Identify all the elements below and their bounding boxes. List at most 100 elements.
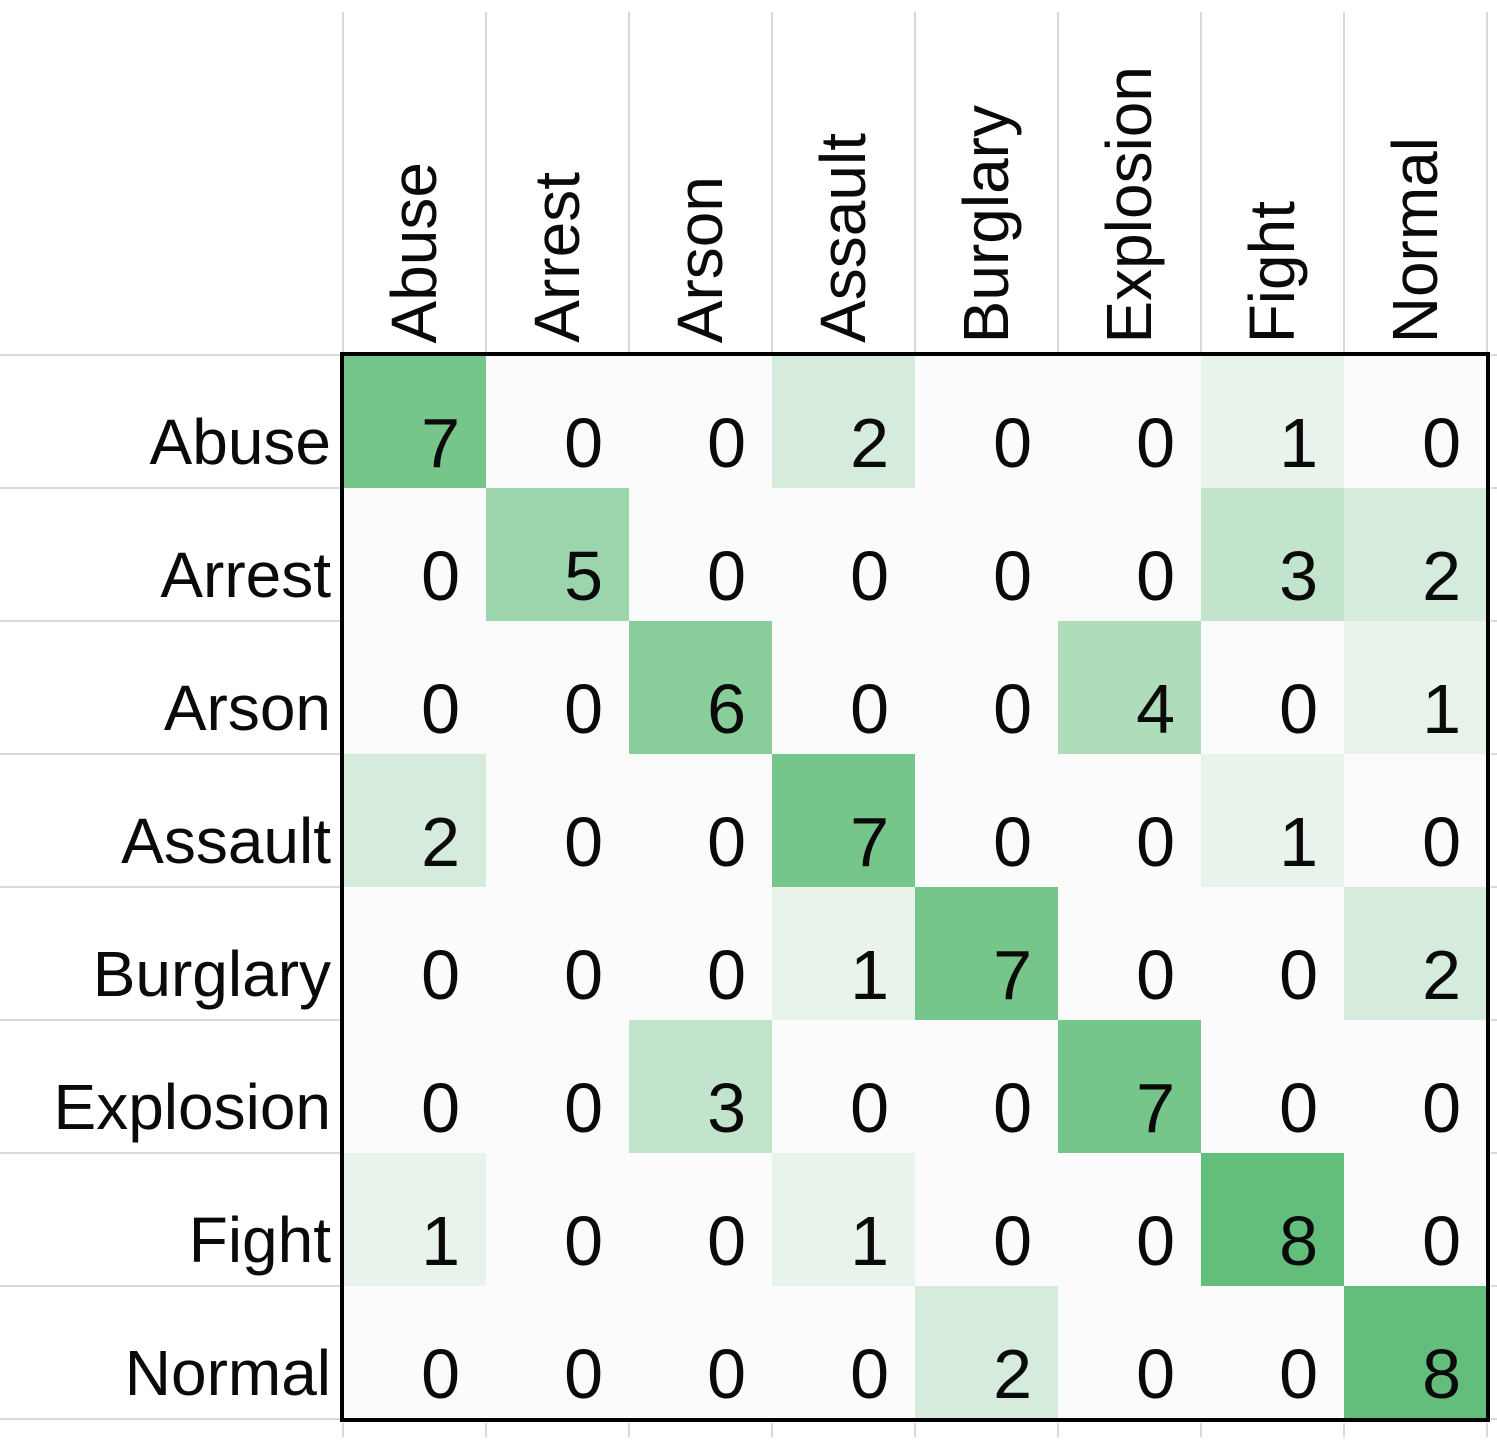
- matrix-cell: 7: [772, 754, 915, 887]
- matrix-cell: 1: [1201, 754, 1344, 887]
- matrix-cell: 7: [343, 355, 486, 488]
- col-label-text: Abuse: [377, 161, 450, 343]
- row-label-arson: Arson: [163, 672, 331, 744]
- gridline-right-stub: [1491, 1019, 1497, 1021]
- matrix-cell: 8: [1201, 1153, 1344, 1286]
- col-label-normal: Normal: [1344, 0, 1487, 355]
- matrix-cell: 7: [915, 887, 1058, 1020]
- matrix-cell: 5: [486, 488, 629, 621]
- gridline-header-vertical: [485, 12, 487, 353]
- matrix-cell: 0: [772, 1286, 915, 1419]
- gridline-bottom-stub: [485, 1423, 487, 1437]
- gridline-right-stub: [1491, 1285, 1497, 1287]
- row-label-abuse: Abuse: [149, 406, 331, 478]
- matrix-cell: 0: [629, 754, 772, 887]
- matrix-cell: 0: [772, 621, 915, 754]
- matrix-cell: 0: [915, 1153, 1058, 1286]
- gridline-bottom-stub: [914, 1423, 916, 1437]
- matrix-cell: 3: [629, 1020, 772, 1153]
- matrix-cell: 0: [772, 1020, 915, 1153]
- matrix-cell: 0: [486, 1020, 629, 1153]
- matrix-cell: 0: [1058, 1286, 1201, 1419]
- matrix-cell: 0: [772, 488, 915, 621]
- matrix-cell: 0: [486, 754, 629, 887]
- row-label-normal: Normal: [124, 1337, 331, 1409]
- gridline-header-vertical: [1057, 12, 1059, 353]
- gridline-right-stub: [1491, 620, 1497, 622]
- matrix-cell: 1: [772, 1153, 915, 1286]
- gridline-header-vertical: [342, 12, 344, 353]
- row-label-burglary: Burglary: [92, 938, 331, 1010]
- matrix-cell: 0: [486, 1286, 629, 1419]
- gridline-header-vertical: [771, 12, 773, 353]
- gridline-label-horizontal: [0, 753, 341, 755]
- matrix-cell: 0: [1344, 1020, 1487, 1153]
- matrix-cell: 0: [343, 1286, 486, 1419]
- row-label-fight: Fight: [188, 1204, 331, 1276]
- matrix-cell: 0: [343, 488, 486, 621]
- col-label-arrest: Arrest: [486, 0, 629, 355]
- matrix-cell: 0: [486, 1153, 629, 1286]
- col-label-abuse: Abuse: [343, 0, 486, 355]
- col-label-text: Arrest: [520, 172, 593, 343]
- matrix-cell: 1: [343, 1153, 486, 1286]
- gridline-bottom-stub: [1343, 1423, 1345, 1437]
- gridline-header-vertical: [1200, 12, 1202, 353]
- matrix-cell: 0: [629, 355, 772, 488]
- gridline-header-vertical: [1486, 12, 1488, 353]
- col-label-burglary: Burglary: [915, 0, 1058, 355]
- matrix-cell: 6: [629, 621, 772, 754]
- matrix-cell: 0: [486, 355, 629, 488]
- gridline-bottom-stub: [1200, 1423, 1202, 1437]
- gridline-right-stub: [1491, 354, 1497, 356]
- matrix-cell: 1: [1344, 621, 1487, 754]
- gridline-bottom-stub: [628, 1423, 630, 1437]
- matrix-cell: 1: [1201, 355, 1344, 488]
- matrix-cell: 0: [629, 1286, 772, 1419]
- matrix-cell: 7: [1058, 1020, 1201, 1153]
- gridline-label-horizontal: [0, 1418, 341, 1420]
- matrix-cell: 0: [486, 621, 629, 754]
- gridline-right-stub: [1491, 753, 1497, 755]
- gridline-label-horizontal: [0, 487, 341, 489]
- matrix-cell: 0: [915, 488, 1058, 621]
- matrix-cell: 0: [1201, 1286, 1344, 1419]
- gridline-label-horizontal: [0, 1019, 341, 1021]
- col-label-fight: Fight: [1201, 0, 1344, 355]
- gridline-label-horizontal: [0, 1285, 341, 1287]
- matrix-cell: 0: [1058, 887, 1201, 1020]
- row-label-explosion: Explosion: [53, 1071, 332, 1143]
- gridline-right-stub: [1491, 1418, 1497, 1420]
- matrix-cell: 1: [772, 887, 915, 1020]
- gridline-header-vertical: [914, 12, 916, 353]
- gridline-header-vertical: [628, 12, 630, 353]
- matrix-cell: 2: [915, 1286, 1058, 1419]
- matrix-cell: 0: [486, 887, 629, 1020]
- row-label-arrest: Arrest: [160, 539, 331, 611]
- matrix-cell: 0: [343, 621, 486, 754]
- gridline-label-horizontal: [0, 886, 341, 888]
- matrix-cell: 0: [915, 754, 1058, 887]
- matrix-cell: 0: [629, 887, 772, 1020]
- matrix-cell: 0: [1201, 887, 1344, 1020]
- matrix-cell: 0: [1058, 754, 1201, 887]
- matrix-cell: 0: [1344, 1153, 1487, 1286]
- col-label-text: Burglary: [949, 104, 1022, 343]
- matrix-cell: 0: [1058, 488, 1201, 621]
- matrix-cell: 0: [629, 1153, 772, 1286]
- gridline-right-stub: [1491, 487, 1497, 489]
- gridline-bottom-stub: [342, 1423, 344, 1437]
- gridline-bottom-stub: [771, 1423, 773, 1437]
- col-label-text: Fight: [1235, 200, 1308, 343]
- gridline-bottom-stub: [1486, 1423, 1488, 1437]
- matrix-cell: 0: [343, 1020, 486, 1153]
- matrix-cell: 0: [1344, 355, 1487, 488]
- matrix-cell: 0: [343, 887, 486, 1020]
- matrix-cell: 0: [1201, 1020, 1344, 1153]
- col-label-text: Arson: [663, 175, 736, 343]
- gridline-right-stub: [1491, 1152, 1497, 1154]
- col-label-text: Explosion: [1092, 65, 1165, 344]
- row-label-assault: Assault: [121, 805, 331, 877]
- col-label-text: Normal: [1378, 136, 1451, 343]
